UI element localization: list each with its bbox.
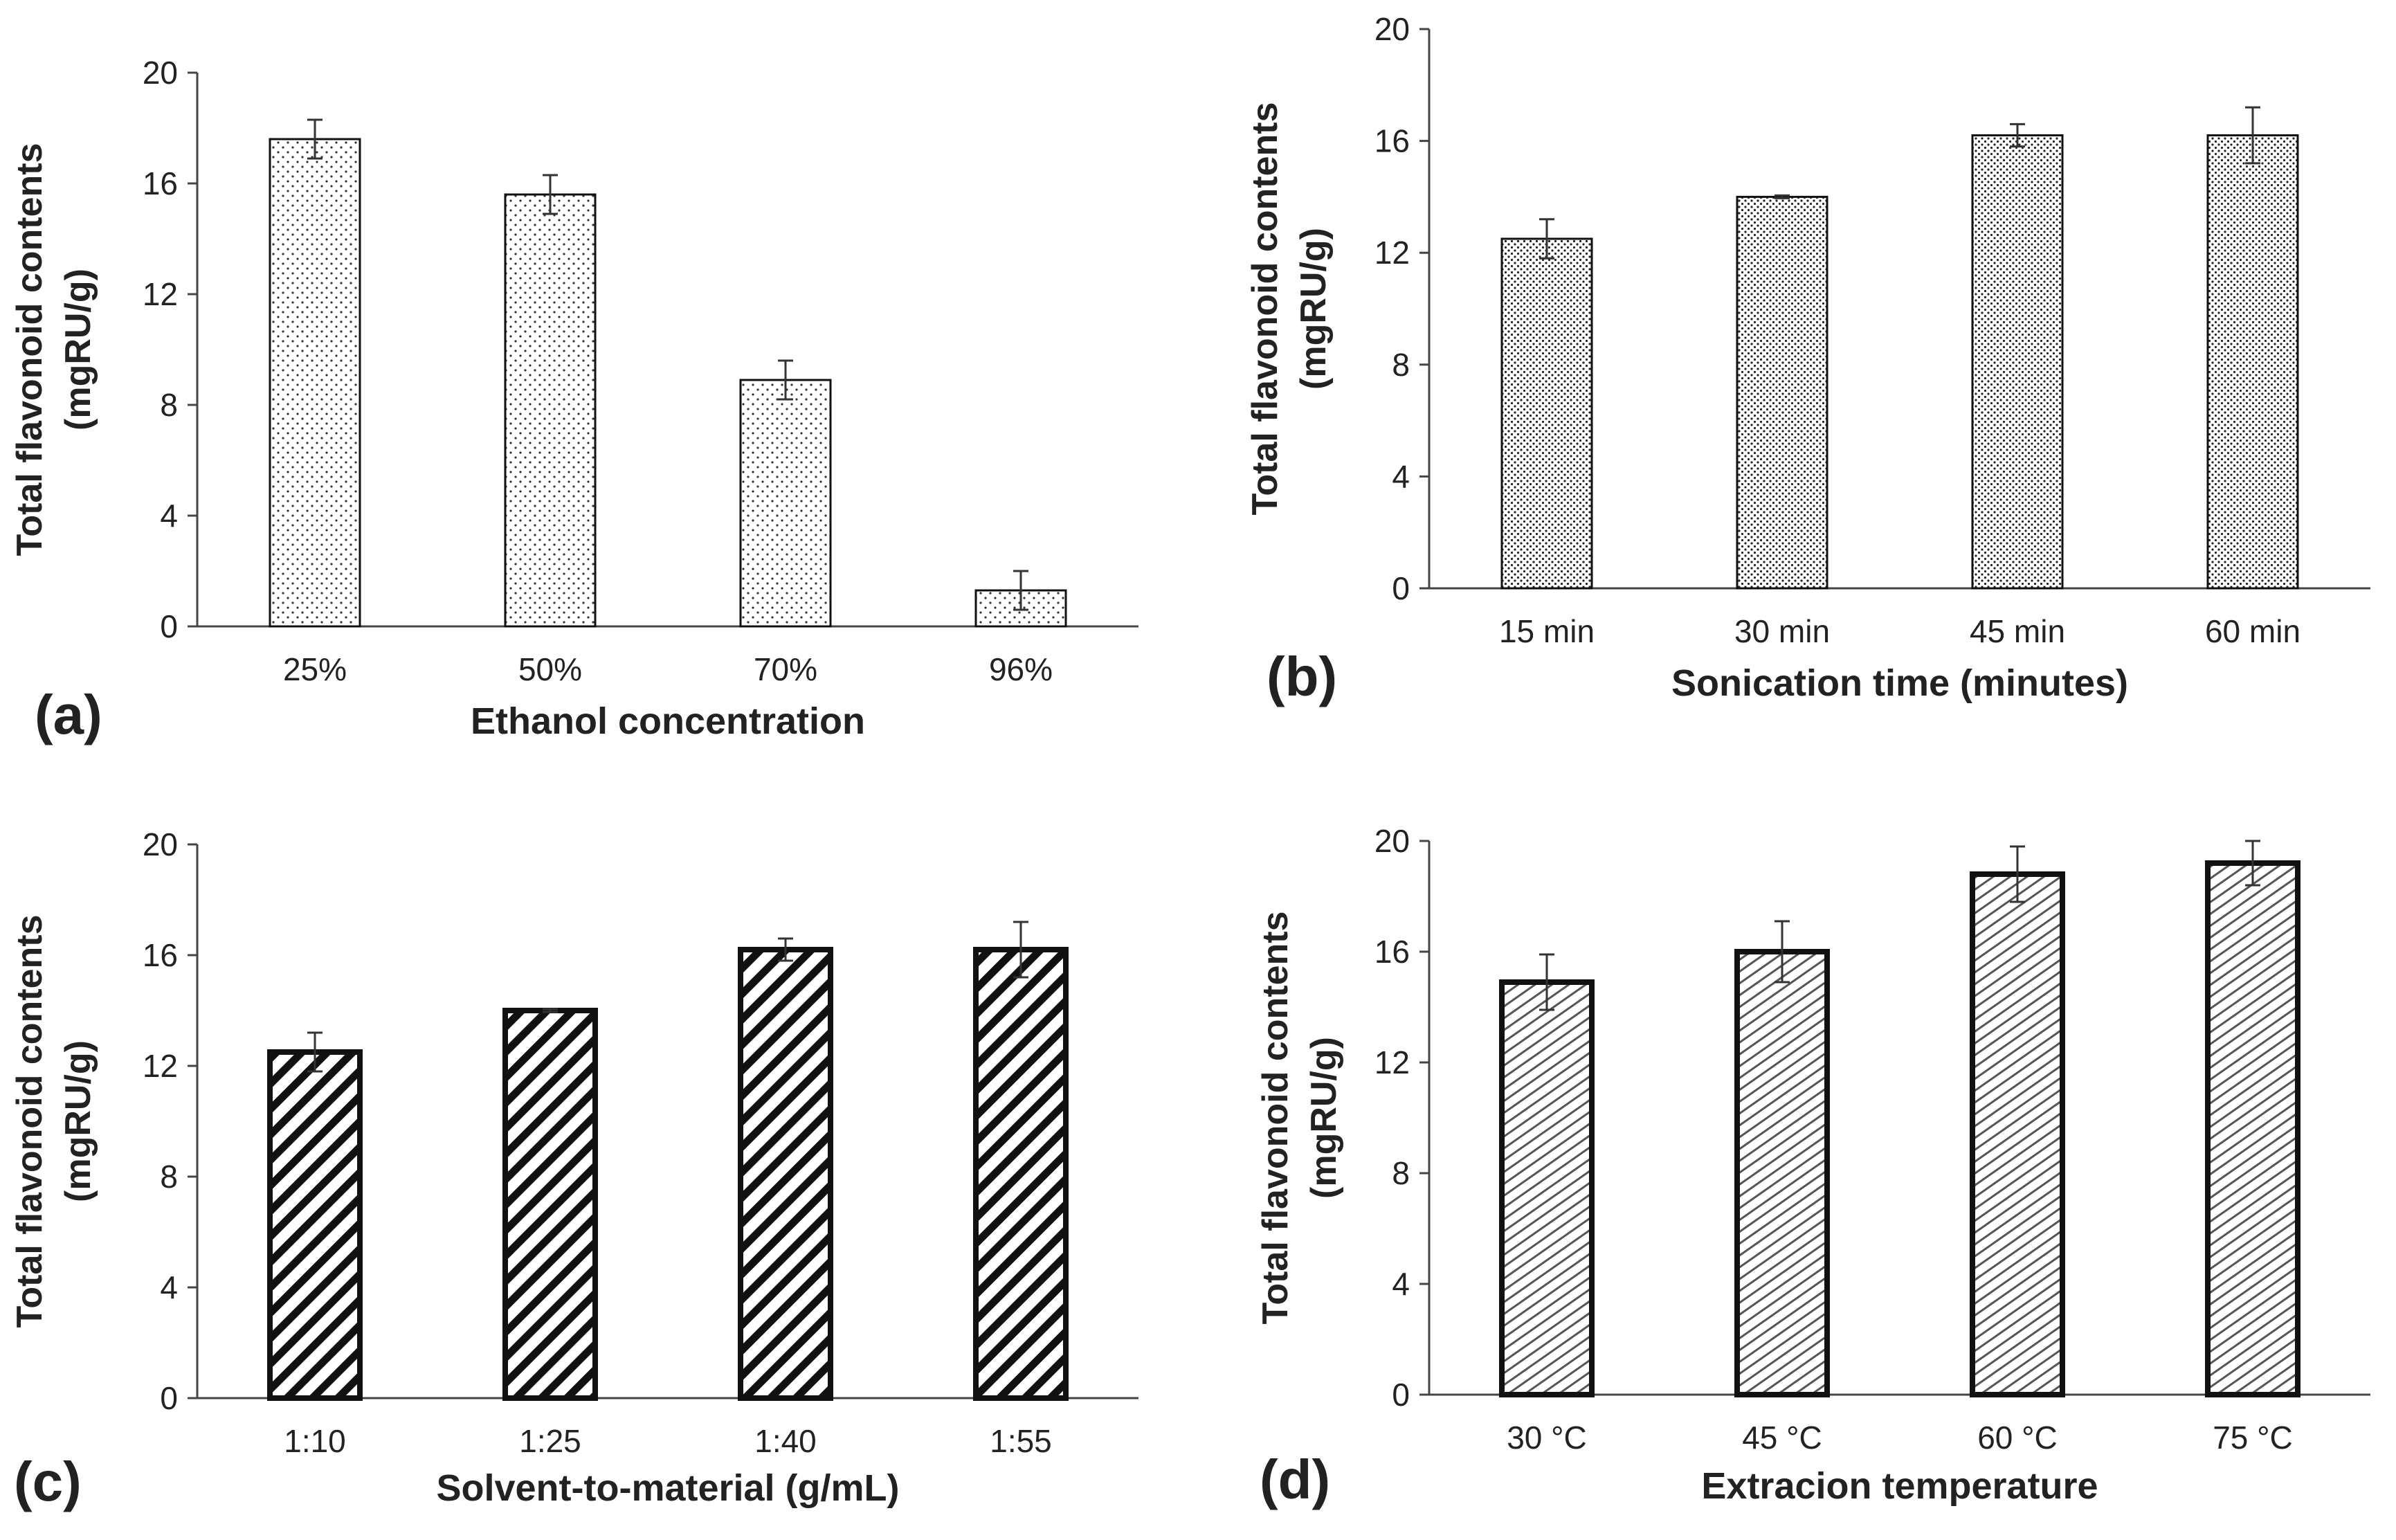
error-bar: [2245, 840, 2260, 887]
y-axis-title: Total flavonoid contents: [1255, 911, 1296, 1324]
bar-1-10: [267, 1049, 363, 1401]
bar-45-min: [1971, 134, 2064, 590]
y-tick-label: 0: [1392, 570, 1410, 606]
x-tick-label: 60 min: [2205, 613, 2300, 649]
y-tick-label: 20: [143, 826, 178, 862]
y-tick-label: 20: [1374, 823, 1410, 859]
x-axis-title: Solvent-to-material (g/mL): [436, 1467, 899, 1509]
bar-1-55: [973, 947, 1069, 1401]
y-axis-title-unit: (mgRU/g): [1294, 228, 1334, 390]
error-bar: [1775, 194, 1790, 199]
bar-60-min: [2206, 134, 2299, 590]
y-tick-label: 12: [1374, 235, 1410, 271]
y-axis-title-unit: (mgRU/g): [1304, 1037, 1344, 1199]
y-tick-label: 20: [1374, 11, 1410, 47]
x-tick-label: 1:25: [519, 1423, 581, 1459]
panel-a: 0 4 8 12 16 20 25% 50% 70% 96% Ethanol concentrati…: [10, 55, 1138, 745]
x-axis-title: Ethanol concentration: [471, 700, 865, 742]
error-bar: [778, 359, 793, 401]
bar-15-min: [1500, 237, 1593, 590]
x-tick-label: 45 °C: [1742, 1420, 1822, 1456]
y-tick-label: 8: [160, 387, 178, 423]
y-tick-label: 0: [1392, 1377, 1410, 1413]
x-tick-label: 15 min: [1499, 613, 1595, 649]
bar-25-: [269, 138, 361, 628]
y-axis-title: Total flavonoid contents: [10, 914, 50, 1328]
y-tick-label: 4: [160, 498, 178, 534]
x-tick-label: 70%: [754, 651, 817, 687]
y-tick-label: 12: [143, 1048, 178, 1084]
error-bar: [1539, 953, 1554, 1011]
y-tick-label: 16: [143, 937, 178, 973]
error-bar: [778, 937, 793, 962]
bar-1-25: [502, 1008, 598, 1401]
y-tick-label: 8: [1392, 1155, 1410, 1191]
bar-75-c: [2205, 860, 2300, 1397]
x-tick-label: 1:10: [284, 1423, 346, 1459]
error-bar: [1013, 570, 1028, 611]
error-bar: [307, 1031, 323, 1073]
panel-label: (b): [1267, 646, 1337, 707]
x-tick-label: 1:55: [990, 1423, 1052, 1459]
error-bar: [307, 118, 323, 160]
y-tick-label: 12: [143, 276, 178, 312]
bar-1-40: [738, 947, 833, 1401]
y-tick-label: 4: [1392, 458, 1410, 494]
y-tick-label: 4: [160, 1269, 178, 1305]
bar-30-c: [1499, 979, 1595, 1397]
y-tick-label: 16: [1374, 934, 1410, 970]
y-tick-label: 8: [160, 1159, 178, 1195]
error-bar: [1775, 920, 1790, 984]
x-axis-title: Extracion temperature: [1701, 1465, 2098, 1507]
x-tick-label: 45 min: [1970, 613, 2065, 649]
x-tick-label: 75 °C: [2213, 1420, 2293, 1456]
y-axis-title: Total flavonoid contents: [1245, 102, 1285, 515]
error-bar: [543, 174, 558, 215]
error-bar: [2010, 123, 2025, 148]
error-bar: [2245, 106, 2260, 165]
error-bar: [1539, 218, 1554, 260]
y-tick-label: 20: [143, 55, 178, 91]
error-bar: [543, 1008, 558, 1013]
x-tick-label: 30 °C: [1507, 1420, 1587, 1456]
panel-label: (d): [1260, 1449, 1330, 1510]
y-tick-label: 4: [1392, 1266, 1410, 1302]
x-tick-label: 25%: [283, 651, 347, 687]
bar-50-: [504, 193, 597, 628]
y-tick-label: 16: [1374, 123, 1410, 159]
bar-30-min: [1736, 195, 1828, 590]
x-tick-label: 60 °C: [1977, 1420, 2058, 1456]
y-axis-title-unit: (mgRU/g): [58, 269, 98, 431]
panel-c: 0 4 8 12 16 20 1:10 1:25 1:40 1:55 Solvent-to-mate…: [10, 826, 1138, 1512]
panel-b: 0 4 8 12 16 20 15 min 30 min 45 min 60 min Sonicat…: [1245, 11, 2370, 707]
y-tick-label: 12: [1374, 1044, 1410, 1080]
y-tick-label: 16: [143, 165, 178, 201]
panel-label: (a): [35, 684, 102, 745]
error-bar: [2010, 845, 2025, 903]
x-tick-label: 96%: [989, 651, 1053, 687]
x-tick-label: 1:40: [754, 1423, 817, 1459]
x-axis-title: Sonication time (minutes): [1671, 662, 2128, 704]
y-axis-title-unit: (mgRU/g): [58, 1040, 98, 1202]
y-tick-label: 8: [1392, 347, 1410, 383]
y-axis-title: Total flavonoid contents: [10, 143, 50, 556]
x-tick-label: 50%: [518, 651, 582, 687]
error-bar: [1013, 921, 1028, 979]
bar-45-c: [1734, 949, 1830, 1397]
bar-70-: [739, 379, 832, 628]
panel-label: (c): [14, 1451, 82, 1512]
bar-60-c: [1970, 871, 2065, 1397]
panel-d: 0 4 8 12 16 20 30 °C 45 °C 60 °C 75 °C Extracion t…: [1255, 823, 2370, 1510]
x-tick-label: 30 min: [1734, 613, 1830, 649]
y-tick-label: 0: [160, 1380, 178, 1416]
y-tick-label: 0: [160, 608, 178, 644]
